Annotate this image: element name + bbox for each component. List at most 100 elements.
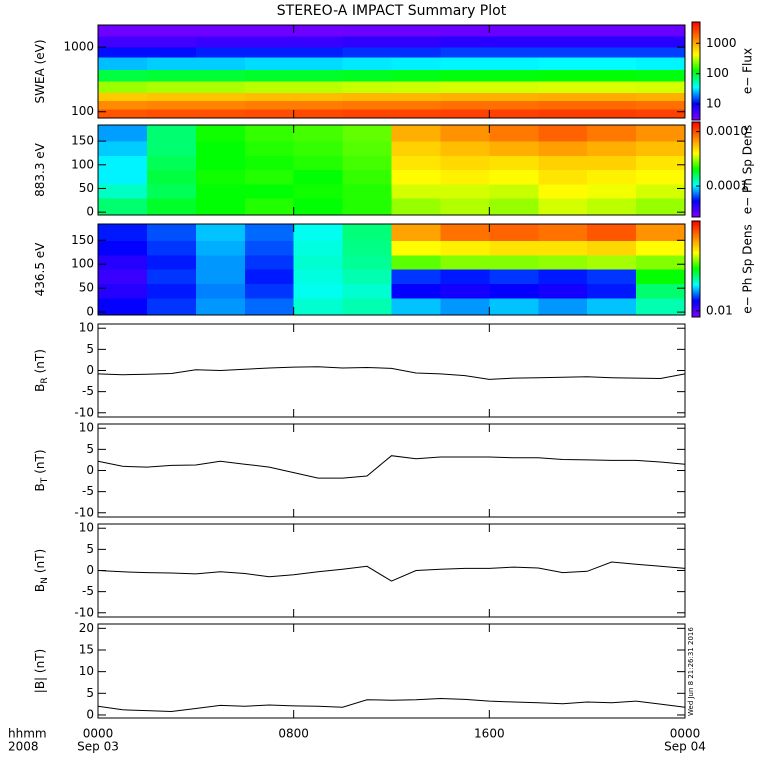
y-label-sub: T — [40, 477, 50, 484]
heatmap-cell — [195, 141, 246, 156]
colorbar-label: e− Flux — [741, 48, 755, 94]
y-label-main: |B| (nT) — [33, 649, 47, 693]
heatmap-cell — [538, 25, 588, 37]
heatmap-cell — [538, 125, 588, 142]
heatmap-cell — [342, 109, 393, 119]
y-label-main: B — [33, 384, 47, 392]
colorbar-label: e− Ph Sp Dens — [741, 224, 755, 313]
heatmap-cell — [587, 169, 637, 185]
heatmap-cell — [636, 109, 686, 119]
heatmap-cell — [636, 169, 686, 185]
heatmap-cell — [587, 155, 637, 171]
heatmap-cell — [244, 169, 295, 185]
heatmap-cell — [146, 297, 197, 316]
y-tick-label: -5 — [82, 584, 94, 598]
heatmap-cell — [293, 141, 344, 156]
heatmap-cell — [489, 100, 539, 110]
heatmap-cell — [538, 57, 588, 71]
colorbar — [691, 21, 701, 121]
y-tick-label: 5 — [86, 342, 94, 356]
y-axis-label: 883.3 eV — [33, 142, 47, 197]
heatmap-cell — [244, 240, 295, 256]
heatmap-cell — [195, 297, 246, 316]
heatmap-cell — [195, 224, 246, 241]
y-tick-label: -5 — [82, 384, 94, 398]
heatmap-cell — [244, 57, 295, 71]
heatmap-cell — [587, 240, 637, 256]
plot-frame — [97, 623, 686, 719]
heatmap-cell — [195, 80, 246, 93]
heatmap-cell — [146, 224, 197, 241]
heatmap-cell — [440, 297, 490, 316]
heatmap-cell — [489, 35, 539, 48]
heatmap-cell — [195, 283, 246, 299]
heatmap-cell — [293, 80, 344, 93]
x-tick-label: 0000 — [83, 727, 114, 741]
heatmap-cell — [636, 47, 686, 58]
heatmap-cell — [98, 69, 148, 82]
y-tick-label: 100 — [71, 257, 94, 271]
heatmap-cell — [146, 100, 197, 110]
heatmap-cell — [538, 35, 588, 48]
heatmap-cell — [440, 169, 490, 185]
heatmap-cell — [98, 125, 148, 142]
heatmap-cell — [98, 240, 148, 256]
x-axis-label: hhmm — [8, 727, 47, 741]
heatmap-cell — [440, 183, 490, 199]
heatmap-cell — [440, 92, 490, 101]
heatmap-cell — [244, 100, 295, 110]
y-tick-label: 0 — [86, 707, 94, 721]
heatmap-cell — [146, 283, 197, 299]
heatmap-cell — [98, 183, 148, 199]
heatmap-cell — [587, 92, 637, 101]
y-tick-label: -10 — [74, 505, 94, 519]
heatmap-cell — [98, 169, 148, 185]
heatmap-cell — [293, 224, 344, 241]
plot-frame — [97, 124, 686, 216]
heatmap-cell — [244, 141, 295, 156]
heatmap-cell — [195, 183, 246, 199]
heatmap-cell — [342, 155, 393, 171]
y-axis-label: |B| (nT) — [33, 649, 47, 693]
y-label-main: B — [33, 584, 47, 592]
x-axis-year: 2008 — [8, 740, 39, 754]
heatmap-cell — [244, 254, 295, 270]
heatmap-cell — [489, 69, 539, 82]
heatmap-cell — [489, 254, 539, 270]
y-label-main: SWEA (eV) — [33, 39, 47, 103]
heatmap-cell — [342, 80, 393, 93]
heatmap-cell — [244, 224, 295, 241]
heatmap-cell — [293, 57, 344, 71]
heatmap-cell — [538, 283, 588, 299]
heatmap-cell — [538, 47, 588, 58]
heatmap-cell — [98, 155, 148, 171]
heatmap-cell — [489, 240, 539, 256]
heatmap-cell — [538, 183, 588, 199]
heatmap-cell — [391, 224, 442, 241]
plot-frame — [97, 423, 686, 518]
heatmap-cell — [98, 80, 148, 93]
heatmap-cell — [391, 125, 442, 142]
colorbar — [691, 220, 701, 318]
heatmap-cell — [195, 269, 246, 284]
heatmap-cell — [636, 80, 686, 93]
heatmap-cell — [195, 125, 246, 142]
heatmap-cell — [440, 254, 490, 270]
heatmap-cell — [440, 125, 490, 142]
heatmap-cell — [293, 92, 344, 101]
y-label-unit: (nT) — [33, 449, 47, 473]
heatmap-cell — [98, 297, 148, 316]
heatmap-cell — [489, 169, 539, 185]
heatmap-cell — [587, 100, 637, 110]
heatmap-cell — [342, 25, 393, 37]
heatmap-cell — [98, 269, 148, 284]
heatmap-cell — [195, 254, 246, 270]
heatmap-cell — [244, 283, 295, 299]
heatmap-cell — [195, 47, 246, 58]
heatmap-cell — [146, 197, 197, 216]
heatmap-cell — [293, 254, 344, 270]
heatmap-cell — [391, 35, 442, 48]
timestamp: Wed Jun 8 21:26:31 2016 — [687, 627, 695, 716]
y-tick-label: 150 — [71, 233, 94, 247]
heatmap-cell — [342, 269, 393, 284]
